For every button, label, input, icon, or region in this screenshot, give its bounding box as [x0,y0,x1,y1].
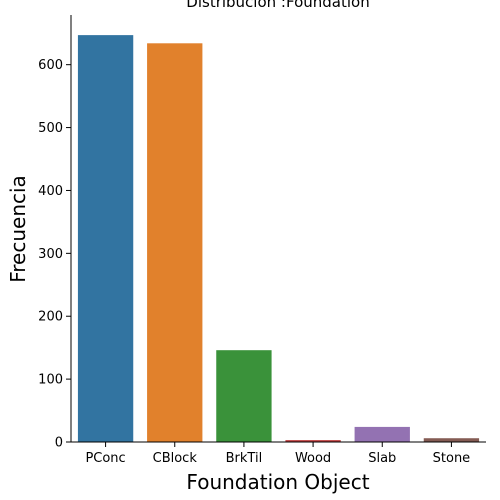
bar-cblock [147,43,203,443]
bars-group [77,35,480,443]
y-tick-label: 300 [38,247,63,262]
bar-slab [354,426,410,442]
x-axis-title: Foundation Object [186,470,369,494]
y-tick-label: 200 [38,310,63,325]
y-axis-title: Frecuencia [6,175,30,283]
x-axis-ticks: PConc CBlock BrkTil Wood Slab Stone [85,442,470,466]
y-axis-ticks: 0 100 200 300 400 500 600 [38,58,71,451]
bar-wood [285,440,341,442]
x-tick-label: Stone [433,451,471,466]
chart-title: Distribucion :Foundation [186,0,369,11]
x-tick-label: CBlock [153,451,198,466]
bar-stone [423,438,480,442]
bar-pconc [77,35,134,443]
y-tick-label: 400 [38,184,63,199]
x-tick-label: BrkTil [226,451,263,466]
y-tick-label: 0 [55,436,63,451]
y-tick-label: 500 [38,121,63,136]
bar-brktil [216,350,272,442]
x-tick-label: Slab [368,451,396,466]
y-tick-label: 600 [38,58,63,73]
y-tick-label: 100 [38,373,63,388]
x-tick-label: Wood [295,451,331,466]
x-tick-label: PConc [85,451,125,466]
